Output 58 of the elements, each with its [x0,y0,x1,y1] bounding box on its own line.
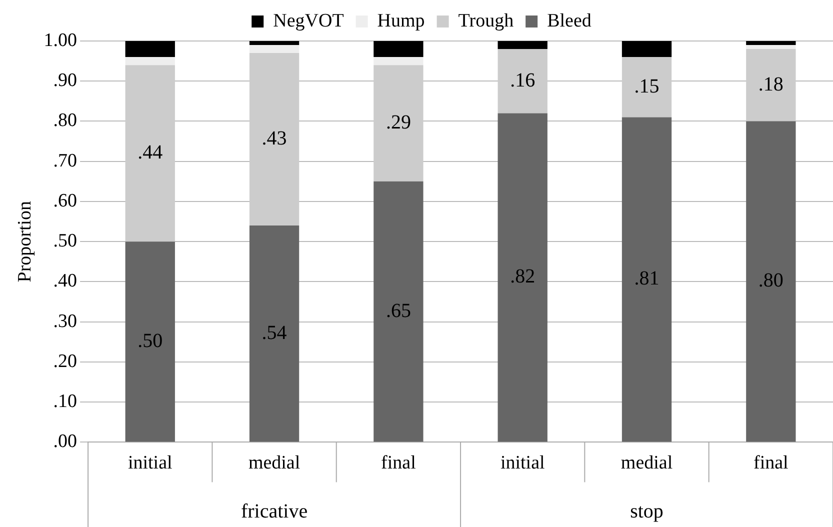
legend-label: Hump [377,10,425,32]
text: fricative [240,500,308,522]
data-label: .29 [386,111,411,134]
data-label: .18 [758,73,784,96]
bar [498,41,548,50]
data-label: .65 [386,300,411,322]
y-tick-label: .40 [53,270,78,292]
bar [125,65,175,242]
bar [125,41,175,58]
bar [498,113,548,442]
bar [498,49,548,114]
text: stop [630,500,664,522]
y-tick-label: .20 [53,350,78,372]
y-tick-label: .90 [53,70,78,92]
y-tick-label: .70 [53,150,78,172]
legend-label: NegVOT [273,10,344,32]
data-label: .16 [510,69,536,92]
y-tick-label: .30 [53,310,78,332]
bar [374,65,424,182]
bar [746,41,796,46]
data-label: .15 [634,75,660,98]
bar [746,49,796,122]
bar [249,41,300,46]
y-tick-label: .50 [53,230,78,252]
data-label: .54 [262,322,287,344]
y-axis-title: Proportion [14,200,36,282]
data-label: .50 [138,330,163,352]
y-tick-label: .00 [53,431,78,452]
bar [249,226,300,442]
y-tick-label: .10 [53,391,78,412]
data-label: .43 [262,128,287,150]
y-tick-label: 1.00 [44,30,78,51]
x-tick-label: initial [128,452,172,474]
x-tick-label: initial [500,452,545,474]
data-label: .80 [758,270,784,292]
bar [249,53,300,226]
x-tick-label: final [754,452,788,474]
data-label: .82 [510,266,536,288]
bar [622,57,672,118]
legend-label: Bleed [547,10,592,32]
bar [622,41,672,58]
x-tick-label: medial [620,452,673,474]
bar [374,181,424,442]
bar [249,45,300,54]
data-label: .81 [634,268,660,290]
bar [622,117,672,442]
bar [374,57,424,66]
y-tick-label: .60 [53,190,78,212]
bar [125,242,175,442]
bar [746,121,796,442]
bar [125,57,175,66]
data-label: .44 [138,142,163,164]
bar [746,45,796,50]
legend-label: Trough [458,10,514,32]
bar [374,41,424,58]
y-tick-label: .80 [53,110,78,132]
x-tick-label: final [381,452,416,474]
x-tick-label: medial [248,452,300,474]
